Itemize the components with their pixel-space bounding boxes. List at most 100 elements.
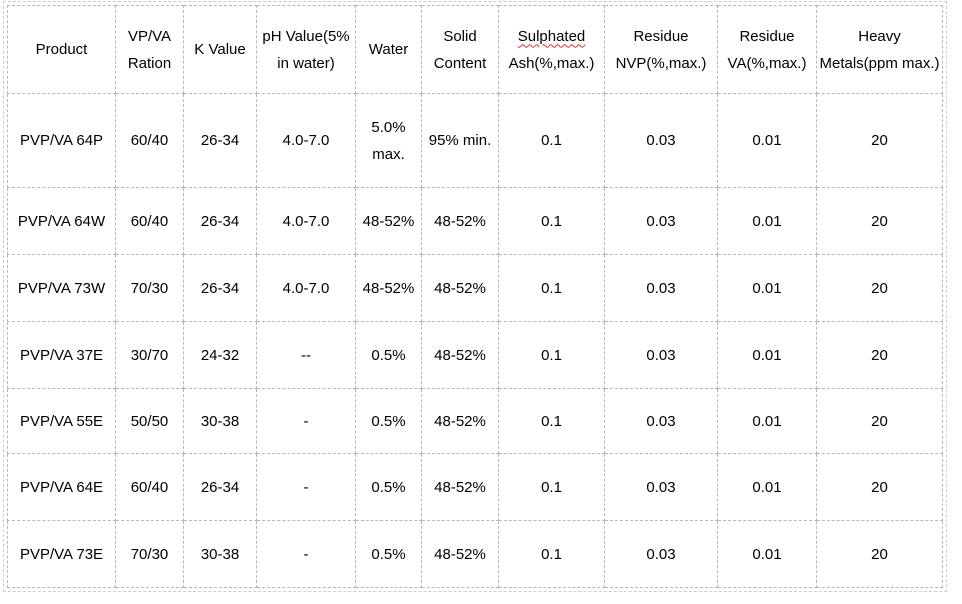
cell-product: PVP/VA 73E bbox=[7, 520, 116, 588]
cell-residue-va: 0.01 bbox=[717, 453, 817, 521]
table-row: PVP/VA 64P 60/40 26-34 4.0-7.0 5.0% max.… bbox=[7, 93, 943, 188]
cell-ph-value: - bbox=[256, 453, 356, 521]
table-row: PVP/VA 73E 70/30 30-38 - 0.5% 48-52% 0.1… bbox=[7, 520, 943, 588]
table-header: Product VP/VA Ration K Value pH Value(5%… bbox=[7, 5, 943, 94]
cell-sulphated-ash: 0.1 bbox=[498, 93, 605, 188]
cell-residue-va: 0.01 bbox=[717, 93, 817, 188]
cell-ph-value: - bbox=[256, 520, 356, 588]
cell-k-value: 24-32 bbox=[183, 321, 257, 389]
header-text: Solid bbox=[443, 27, 477, 45]
cell-heavy-metals: 20 bbox=[816, 321, 943, 389]
header-row: Product VP/VA Ration K Value pH Value(5%… bbox=[7, 5, 943, 94]
cell-residue-nvp: 0.03 bbox=[604, 93, 718, 188]
table-frame: Product VP/VA Ration K Value pH Value(5%… bbox=[3, 1, 947, 592]
cell-solid-content: 48-52% bbox=[421, 388, 499, 454]
cell-vpva-ration: 30/70 bbox=[115, 321, 184, 389]
cell-heavy-metals: 20 bbox=[816, 388, 943, 454]
cell-ph-value: - bbox=[256, 388, 356, 454]
product-spec-table: Product VP/VA Ration K Value pH Value(5%… bbox=[7, 5, 943, 588]
cell-water: 48-52% bbox=[355, 254, 422, 322]
header-text: pH Value(5% bbox=[262, 27, 350, 45]
cell-water: 0.5% bbox=[355, 388, 422, 454]
cell-product: PVP/VA 37E bbox=[7, 321, 116, 389]
cell-sulphated-ash: 0.1 bbox=[498, 453, 605, 521]
cell-k-value: 26-34 bbox=[183, 453, 257, 521]
header-text: Residue bbox=[633, 27, 689, 45]
cell-residue-nvp: 0.03 bbox=[604, 187, 718, 255]
cell-residue-nvp: 0.03 bbox=[604, 453, 718, 521]
col-header-residue-va: Residue VA(%,max.) bbox=[717, 5, 817, 94]
cell-heavy-metals: 20 bbox=[816, 93, 943, 188]
cell-product: PVP/VA 64P bbox=[7, 93, 116, 188]
cell-ph-value: 4.0-7.0 bbox=[256, 187, 356, 255]
col-header-residue-nvp: Residue NVP(%,max.) bbox=[604, 5, 718, 94]
cell-k-value: 26-34 bbox=[183, 187, 257, 255]
header-text: Product bbox=[35, 41, 88, 58]
cell-water: 48-52% bbox=[355, 187, 422, 255]
cell-residue-va: 0.01 bbox=[717, 254, 817, 322]
cell-residue-va: 0.01 bbox=[717, 388, 817, 454]
col-header-ph-value: pH Value(5% in water) bbox=[256, 5, 356, 94]
header-text: Metals(ppm max.) bbox=[819, 54, 940, 72]
cell-heavy-metals: 20 bbox=[816, 187, 943, 255]
cell-residue-nvp: 0.03 bbox=[604, 321, 718, 389]
cell-sulphated-ash: 0.1 bbox=[498, 254, 605, 322]
table-row: PVP/VA 37E 30/70 24-32 -- 0.5% 48-52% 0.… bbox=[7, 321, 943, 389]
header-text: in water) bbox=[277, 54, 335, 72]
cell-solid-content: 48-52% bbox=[421, 520, 499, 588]
cell-sulphated-ash: 0.1 bbox=[498, 321, 605, 389]
cell-water: 0.5% bbox=[355, 453, 422, 521]
cell-k-value: 30-38 bbox=[183, 520, 257, 588]
cell-vpva-ration: 60/40 bbox=[115, 453, 184, 521]
cell-sulphated-ash: 0.1 bbox=[498, 520, 605, 588]
cell-k-value: 26-34 bbox=[183, 254, 257, 322]
table-row: PVP/VA 64W 60/40 26-34 4.0-7.0 48-52% 48… bbox=[7, 187, 943, 255]
header-text: Water bbox=[368, 41, 409, 58]
cell-water: 5.0% max. bbox=[355, 93, 422, 188]
header-text: Residue bbox=[739, 27, 795, 45]
cell-solid-content: 95% min. bbox=[421, 93, 499, 188]
col-header-sulphated-ash: Sulphated Ash(%,max.) bbox=[498, 5, 605, 94]
cell-vpva-ration: 50/50 bbox=[115, 388, 184, 454]
header-text: Content bbox=[433, 54, 487, 72]
col-header-k-value: K Value bbox=[183, 5, 257, 94]
header-text: Heavy bbox=[858, 27, 901, 45]
cell-heavy-metals: 20 bbox=[816, 254, 943, 322]
col-header-water: Water bbox=[355, 5, 422, 94]
cell-vpva-ration: 60/40 bbox=[115, 187, 184, 255]
cell-residue-nvp: 0.03 bbox=[604, 388, 718, 454]
cell-residue-va: 0.01 bbox=[717, 520, 817, 588]
col-header-heavy-metals: Heavy Metals(ppm max.) bbox=[816, 5, 943, 94]
cell-product: PVP/VA 73W bbox=[7, 254, 116, 322]
table-row: PVP/VA 64E 60/40 26-34 - 0.5% 48-52% 0.1… bbox=[7, 453, 943, 521]
cell-solid-content: 48-52% bbox=[421, 254, 499, 322]
cell-ph-value: -- bbox=[256, 321, 356, 389]
table-row: PVP/VA 73W 70/30 26-34 4.0-7.0 48-52% 48… bbox=[7, 254, 943, 322]
cell-residue-nvp: 0.03 bbox=[604, 520, 718, 588]
col-header-product: Product bbox=[7, 5, 116, 94]
col-header-solid-content: Solid Content bbox=[421, 5, 499, 94]
header-text-spellchecked: Sulphated bbox=[517, 27, 586, 45]
cell-solid-content: 48-52% bbox=[421, 321, 499, 389]
table-row: PVP/VA 55E 50/50 30-38 - 0.5% 48-52% 0.1… bbox=[7, 388, 943, 454]
cell-residue-nvp: 0.03 bbox=[604, 254, 718, 322]
cell-water: 0.5% bbox=[355, 520, 422, 588]
cell-vpva-ration: 70/30 bbox=[115, 254, 184, 322]
cell-product: PVP/VA 55E bbox=[7, 388, 116, 454]
header-text: K Value bbox=[194, 41, 246, 58]
header-text: VP/VA bbox=[127, 27, 172, 45]
cell-residue-va: 0.01 bbox=[717, 321, 817, 389]
cell-solid-content: 48-52% bbox=[421, 187, 499, 255]
cell-k-value: 30-38 bbox=[183, 388, 257, 454]
cell-solid-content: 48-52% bbox=[421, 453, 499, 521]
header-text: VA(%,max.) bbox=[727, 54, 807, 72]
cell-water: 0.5% bbox=[355, 321, 422, 389]
cell-product: PVP/VA 64W bbox=[7, 187, 116, 255]
cell-residue-va: 0.01 bbox=[717, 187, 817, 255]
header-text: Ration bbox=[127, 54, 172, 72]
table-body: PVP/VA 64P 60/40 26-34 4.0-7.0 5.0% max.… bbox=[7, 93, 943, 588]
cell-ph-value: 4.0-7.0 bbox=[256, 254, 356, 322]
header-text: Ash(%,max.) bbox=[508, 54, 595, 72]
cell-k-value: 26-34 bbox=[183, 93, 257, 188]
cell-sulphated-ash: 0.1 bbox=[498, 187, 605, 255]
